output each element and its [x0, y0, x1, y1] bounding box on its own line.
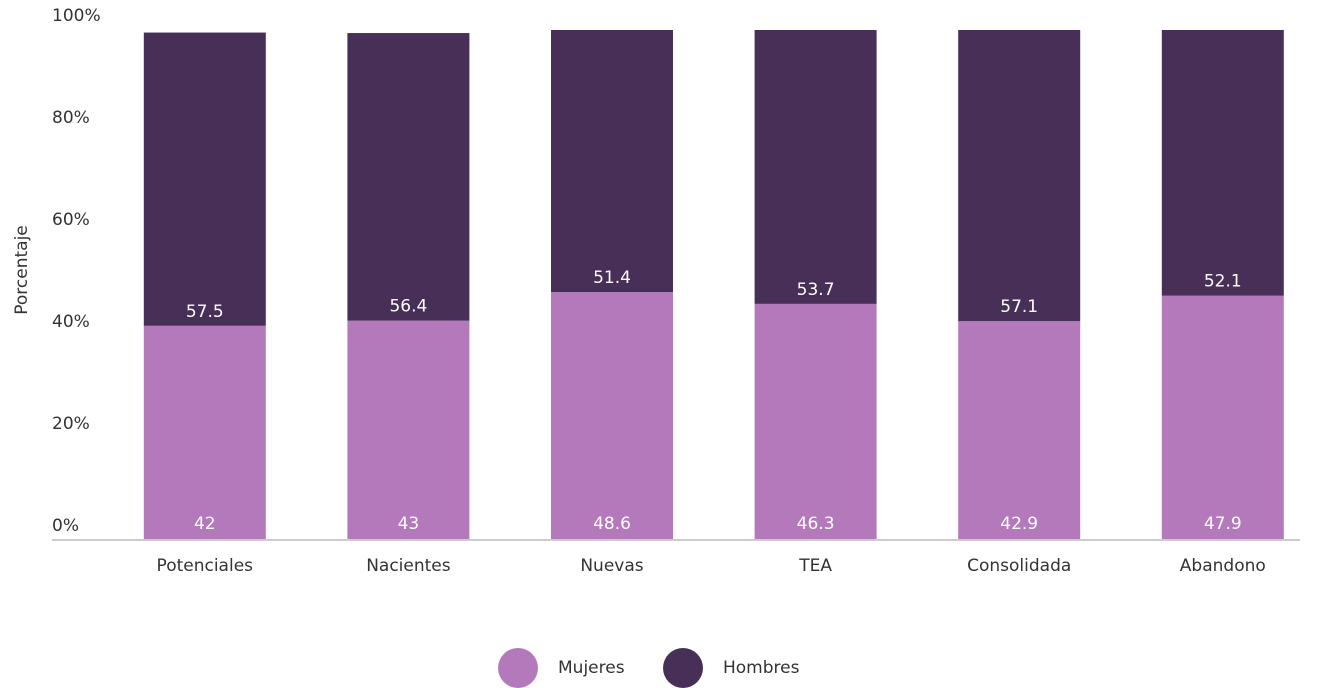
data-label: 52.1	[1204, 272, 1242, 292]
bar-segment	[958, 30, 1081, 322]
data-label: 53.7	[797, 280, 835, 300]
legend-swatch	[663, 648, 703, 688]
bar-segment	[551, 292, 673, 540]
bar-segment	[958, 321, 1081, 540]
x-tick-label: TEA	[798, 556, 832, 576]
data-label: 46.3	[797, 514, 835, 534]
legend-label: Mujeres	[558, 658, 625, 678]
bar-segment	[1161, 30, 1284, 296]
y-tick-label: 40%	[52, 312, 90, 332]
x-tick-label: Consolidada	[967, 556, 1071, 576]
bar-segment	[347, 33, 470, 321]
bar-segment	[347, 320, 470, 540]
bar-segment	[143, 325, 266, 540]
y-axis-label: Porcentaje	[12, 225, 32, 315]
data-label: 43	[398, 514, 420, 534]
data-label: 57.5	[186, 302, 224, 322]
x-tick-label: Nacientes	[366, 556, 451, 576]
y-tick-label: 0%	[52, 516, 79, 536]
y-tick-label: 80%	[52, 108, 90, 128]
bar-segment	[754, 30, 877, 304]
data-label: 42	[194, 514, 216, 534]
legend-label: Hombres	[723, 658, 800, 678]
y-tick-label: 20%	[52, 414, 90, 434]
legend-swatch	[498, 648, 538, 688]
data-label: 47.9	[1204, 514, 1242, 534]
y-tick-label: 100%	[52, 6, 101, 26]
bar-segment	[551, 30, 673, 293]
bar-segment	[1161, 295, 1284, 540]
data-label: 57.1	[1000, 297, 1038, 317]
bar-segment	[143, 32, 266, 326]
data-label: 48.6	[593, 514, 631, 534]
data-label: 51.4	[593, 268, 631, 288]
data-label: 42.9	[1000, 514, 1038, 534]
y-tick-label: 60%	[52, 210, 90, 230]
data-label: 56.4	[389, 297, 427, 317]
x-tick-label: Potenciales	[157, 556, 254, 576]
x-tick-label: Nuevas	[580, 556, 643, 576]
bar-segment	[754, 303, 877, 540]
x-tick-label: Abandono	[1180, 556, 1266, 576]
